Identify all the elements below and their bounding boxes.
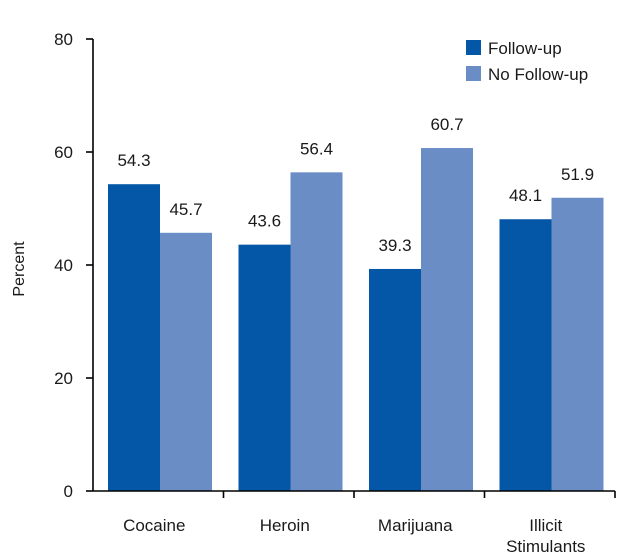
y-tick-label: 80 <box>54 30 73 49</box>
bar-no-follow-up <box>421 148 473 492</box>
legend-swatch <box>466 40 481 55</box>
bar-value-label: 43.6 <box>248 212 281 231</box>
data-labels: 54.3 45.7 43.6 56.4 39.3 60.7 48.1 51.9 <box>117 115 594 255</box>
y-tick-label: 40 <box>54 256 73 275</box>
legend-label: Follow-up <box>488 39 562 58</box>
bar-follow-up <box>499 219 552 492</box>
x-category-label: Marijuana <box>378 516 453 535</box>
bar-follow-up <box>238 244 291 491</box>
bar-follow-up <box>369 268 421 491</box>
x-category-label: Cocaine <box>123 516 185 535</box>
bar-no-follow-up <box>160 232 212 492</box>
y-tick-label: 20 <box>54 369 73 388</box>
bar-value-label: 39.3 <box>378 236 411 255</box>
bar-value-label: 56.4 <box>300 139 333 158</box>
y-tick-label: 0 <box>64 482 73 501</box>
bar-value-label: 60.7 <box>430 115 463 134</box>
y-ticks: 0 20 40 60 80 <box>54 30 93 501</box>
y-axis-title: Percent <box>11 241 28 297</box>
bar-value-label: 45.7 <box>169 200 202 219</box>
bar-no-follow-up <box>551 197 604 491</box>
bars-layer <box>108 148 604 492</box>
bar-value-label: 54.3 <box>117 151 150 170</box>
legend-swatch <box>466 66 481 81</box>
bar-follow-up <box>108 184 160 491</box>
legend-label: No Follow-up <box>488 65 588 84</box>
x-category-label: Illicit Stimulants <box>506 516 585 556</box>
bar-value-label: 51.9 <box>561 165 594 184</box>
legend: Follow-up No Follow-up <box>466 39 588 84</box>
x-category-label: Heroin <box>260 516 310 535</box>
bar-no-follow-up <box>290 172 343 491</box>
y-tick-label: 60 <box>54 143 73 162</box>
x-ticks: Cocaine Heroin Marijuana Illicit Stimulants <box>123 491 616 556</box>
bar-value-label: 48.1 <box>509 186 542 205</box>
